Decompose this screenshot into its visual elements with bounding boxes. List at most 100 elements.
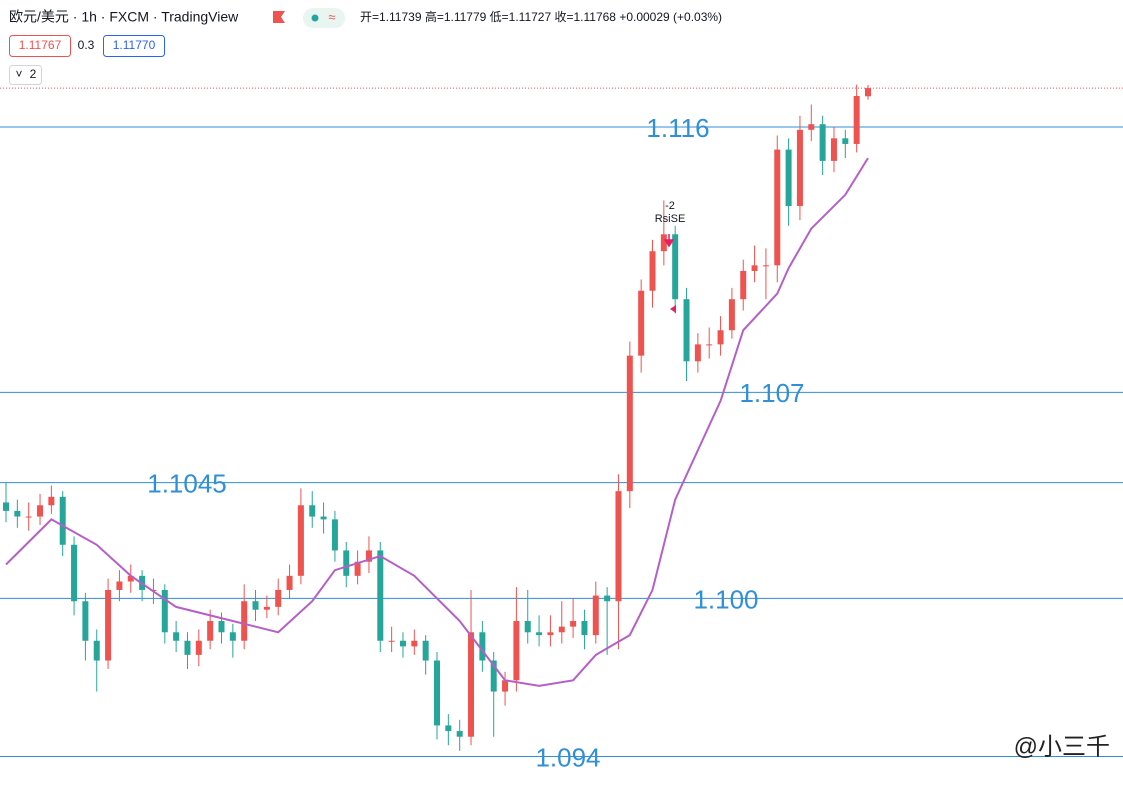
candle-body — [740, 270, 747, 300]
candle-body — [195, 640, 202, 655]
candle-body — [263, 606, 270, 610]
status-icon: ≈ — [328, 9, 335, 24]
level-label: 1.094 — [535, 742, 600, 772]
moving-average — [5, 157, 869, 687]
candle-body — [819, 124, 826, 161]
candle-body — [490, 660, 497, 692]
candle-body — [558, 626, 565, 633]
candle-body — [581, 620, 588, 636]
annotation-value: -2 — [665, 200, 675, 212]
candle-body — [706, 344, 713, 346]
candle-body — [173, 632, 180, 641]
candle-body — [808, 124, 815, 130]
candle-body — [48, 496, 55, 506]
candle-body — [796, 129, 803, 207]
signal-arrow — [663, 234, 675, 248]
indicator-toggle[interactable] — [9, 65, 42, 85]
candle-body — [842, 138, 849, 144]
candle-body — [388, 640, 395, 642]
candle-body — [93, 640, 100, 661]
chevron: ˅ — [15, 67, 22, 81]
candle-body — [343, 550, 350, 576]
candle-body — [241, 601, 248, 641]
candle-body — [252, 601, 259, 610]
candle-body — [592, 595, 599, 636]
candle-body — [422, 640, 429, 661]
candle-body — [536, 632, 543, 636]
candle-body — [649, 251, 656, 291]
candle-body — [785, 149, 792, 207]
candle-body — [604, 595, 611, 602]
candle-body — [25, 516, 32, 518]
candle-body — [694, 344, 701, 362]
candle-body — [161, 589, 168, 633]
candle-body — [683, 299, 690, 362]
level-label: 1.107 — [739, 378, 804, 408]
candle-body — [762, 265, 769, 267]
candle-body — [309, 505, 316, 517]
candle-body — [660, 234, 667, 252]
candle-body — [127, 575, 134, 582]
flag-icon[interactable] — [273, 11, 285, 23]
watermark: @小三千 — [1014, 733, 1110, 760]
candle-body — [456, 731, 463, 737]
candle-body — [626, 355, 633, 492]
candle-body — [377, 550, 384, 641]
candle-body — [297, 505, 304, 576]
candle-body — [184, 640, 191, 655]
candle-body — [365, 550, 372, 562]
candle-body — [399, 640, 406, 647]
ohlc-text: 开=1.11739 高=1.11779 低=1.11727 收=1.11768 … — [360, 9, 722, 24]
chart-title: 欧元/美元 · 1h · FXCM · TradingView — [9, 9, 239, 25]
status-pill[interactable] — [303, 8, 345, 28]
status-dot — [311, 14, 319, 22]
candle-body — [14, 510, 21, 517]
candle-body — [774, 149, 781, 266]
candle-body — [728, 299, 735, 331]
candle-body — [3, 502, 9, 511]
candle-body — [331, 519, 338, 551]
candle-body — [445, 725, 452, 732]
ask-price: 1.11770 — [113, 38, 156, 52]
candle-body — [411, 640, 418, 647]
candle-body — [865, 88, 871, 97]
plot-area: 1.116 1.107 1.1045 1.100 1.094 — [0, 84, 1123, 772]
bid-box[interactable] — [9, 35, 71, 57]
candle-body — [830, 138, 837, 161]
candle-body — [116, 581, 123, 590]
candle-body — [547, 632, 554, 636]
candle-body — [638, 290, 645, 356]
level-label: 1.1045 — [147, 469, 227, 499]
candle-body — [468, 632, 475, 737]
spread: 0.3 — [78, 38, 95, 52]
indicator-count: 2 — [30, 67, 37, 81]
candle-body — [105, 589, 112, 661]
candle-body — [434, 660, 440, 726]
candle-body — [275, 589, 282, 607]
candle-body — [59, 496, 66, 545]
annotation-label: RsiSE — [655, 213, 686, 225]
level-label: 1.100 — [693, 584, 758, 614]
candle-body — [37, 505, 44, 517]
candle-body — [354, 561, 361, 576]
candle-body — [513, 620, 520, 681]
candle-body — [207, 620, 214, 641]
candle-body — [71, 544, 78, 602]
candle-body — [502, 680, 509, 692]
bid-price: 1.11767 — [19, 38, 62, 52]
candle-body — [570, 620, 577, 627]
candle-body — [286, 575, 293, 590]
candle-body — [82, 601, 89, 641]
candle-body — [853, 95, 860, 144]
ask-box[interactable] — [103, 35, 165, 57]
candle-body — [672, 234, 679, 300]
candle-body — [479, 632, 486, 661]
candle-body — [218, 620, 225, 633]
signal-marker — [670, 305, 676, 313]
candle-body — [717, 330, 724, 345]
candle-body — [615, 491, 622, 602]
candle-body — [524, 620, 531, 633]
candle-body — [751, 265, 758, 271]
level-label: 1.116 — [646, 113, 709, 143]
